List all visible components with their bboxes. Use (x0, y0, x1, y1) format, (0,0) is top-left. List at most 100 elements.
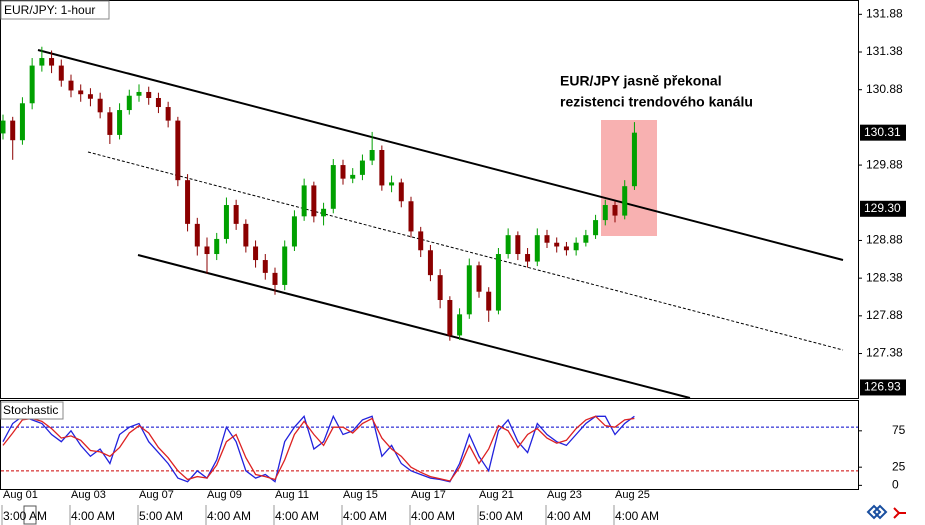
scroll-box[interactable] (23, 505, 37, 525)
candle-body (78, 90, 84, 95)
candle-body (49, 58, 55, 66)
candle-body (39, 58, 45, 66)
candle-body (476, 265, 482, 292)
candle-body (583, 235, 589, 243)
candle-body (282, 246, 288, 285)
y-tick-label: 129.88 (866, 157, 903, 171)
x-time-label: 4:00 AM (275, 509, 319, 523)
x-time-label: 4:00 AM (343, 509, 387, 523)
candle-body (0, 120, 6, 134)
candle-body (379, 150, 385, 186)
candle-body (602, 205, 608, 221)
candle-body (369, 150, 375, 161)
price-label: 129.30 (864, 201, 901, 215)
x-time-label: 4:00 AM (207, 509, 251, 523)
x-tick-label: Aug 25 (615, 489, 650, 501)
candle-body (486, 291, 492, 311)
stoch-line (2, 415, 635, 482)
candle-body (107, 112, 113, 135)
annotation: EUR/JPY jasně překonal (560, 73, 722, 89)
main-panel (0, 0, 859, 399)
y-tick-label: 130.88 (866, 82, 903, 96)
stoch-tick-label: 0 (892, 478, 899, 492)
price-label: 126.93 (864, 380, 901, 394)
candle-body (214, 238, 220, 255)
candle-body (418, 231, 424, 251)
nav-icons[interactable] (866, 504, 906, 520)
price-label-box (860, 200, 906, 217)
candle-body (126, 95, 132, 111)
candle-body (389, 182, 395, 186)
candle-body (447, 300, 453, 336)
candle-body (10, 120, 16, 141)
annotation: rezistenci trendového kanálu (560, 94, 753, 110)
candle-body (165, 107, 171, 121)
x-tick-label: Aug 21 (479, 489, 514, 501)
x-tick-label: Aug 11 (275, 489, 309, 501)
candle-body (573, 242, 579, 251)
upper-trendline (37, 49, 844, 261)
candle-body (408, 201, 414, 232)
price-label-box (860, 379, 906, 396)
candle-body (525, 254, 531, 262)
candle-body (311, 185, 317, 217)
x-time-label: 3:00 AM (3, 509, 47, 523)
x-tick-label: Aug 01 (3, 489, 38, 501)
highlight-zone (601, 120, 657, 236)
candle-body (19, 103, 25, 141)
candle-body (253, 246, 259, 261)
stoch-line (2, 414, 635, 483)
price-label: 130.31 (864, 125, 901, 139)
candle-body (58, 65, 64, 81)
x-time-label: 5:00 AM (139, 509, 183, 523)
candle-body (466, 265, 472, 315)
candle-body (622, 186, 628, 216)
y-tick-label: 128.38 (866, 270, 903, 284)
candle-body (544, 235, 550, 243)
indicator-box (0, 401, 64, 420)
candle-body (612, 205, 618, 216)
link-icon[interactable] (866, 504, 888, 520)
candle-body (117, 110, 123, 135)
candle-body (437, 275, 443, 301)
candle-body (175, 120, 181, 181)
candle-body (457, 314, 463, 336)
candle-body (427, 250, 433, 276)
candle-body (185, 180, 191, 224)
candle-body (534, 235, 540, 262)
candle-body (155, 97, 161, 108)
x-time-label: 5:00 AM (479, 509, 523, 523)
candle-body (631, 132, 637, 187)
candle-body (563, 246, 569, 251)
candle-body (505, 235, 511, 255)
x-tick-label: Aug 03 (71, 489, 106, 501)
candle-body (554, 242, 560, 247)
x-tick-label: Aug 17 (411, 489, 446, 501)
candle-body (87, 94, 93, 99)
mid-trendline (87, 151, 844, 351)
x-time-label: 4:00 AM (547, 509, 591, 523)
candle-body (146, 91, 152, 98)
candle-body (495, 254, 501, 311)
y-tick-label: 127.88 (866, 308, 903, 322)
candle-body (233, 205, 239, 224)
x-tick-label: Aug 15 (343, 489, 378, 501)
candle-body (68, 80, 74, 91)
candle-body (194, 223, 200, 247)
candle-body (350, 174, 356, 179)
x-tick-label: Aug 09 (207, 489, 242, 501)
x-time-label: 4:00 AM (71, 509, 115, 523)
x-tick-label: Aug 23 (547, 489, 582, 501)
candle-body (223, 205, 229, 239)
arrow-icon[interactable] (893, 507, 906, 519)
candle-body (97, 98, 103, 113)
y-tick-label: 131.88 (866, 6, 903, 20)
candle-body (330, 165, 336, 209)
lower-trendline (137, 254, 691, 399)
candle-body (204, 246, 210, 255)
price-label-box (860, 124, 906, 141)
stoch-tick-label: 75 (892, 423, 906, 437)
candle-body (291, 216, 297, 247)
